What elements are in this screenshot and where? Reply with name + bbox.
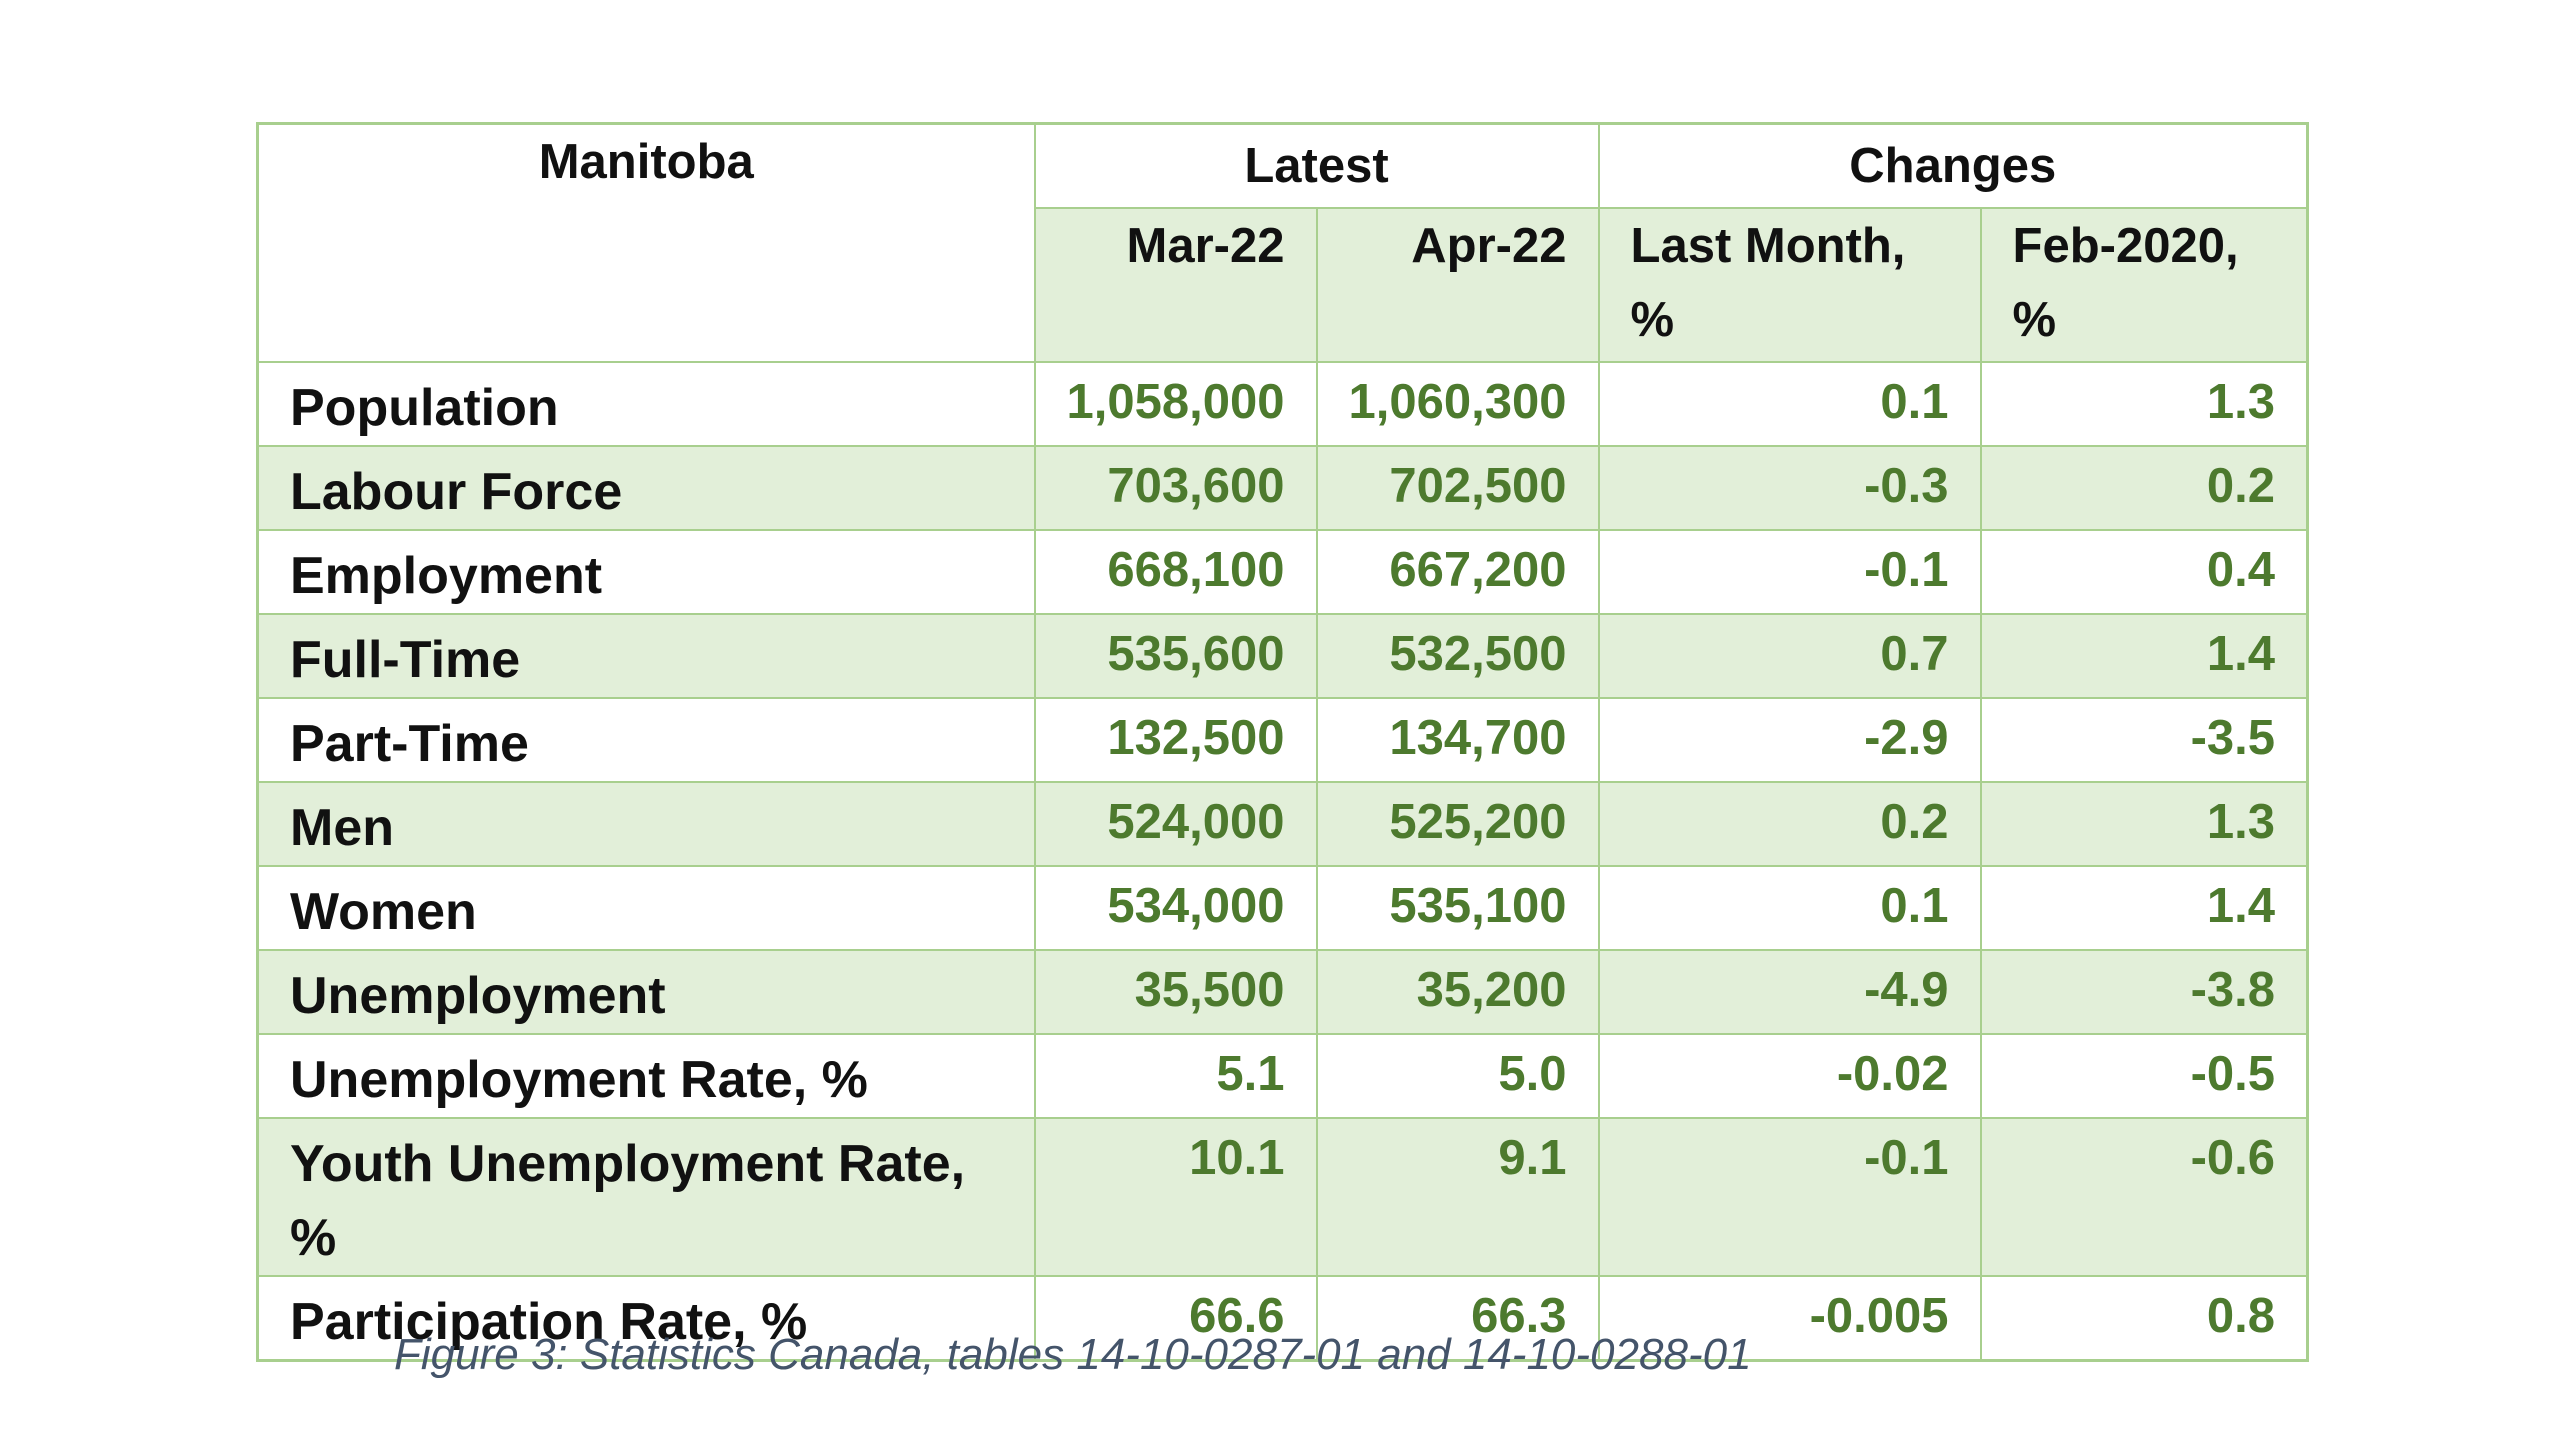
value-last-month: 0.2 (1597, 780, 1982, 867)
row-label: Men (256, 780, 1036, 867)
figure-caption: Figure 3: Statistics Canada, tables 14-1… (394, 1330, 1752, 1379)
value-feb2020: -0.5 (1979, 1032, 2309, 1119)
value-apr22: 9.1 (1315, 1116, 1600, 1277)
table-row: Women 534,000 535,100 0.1 1.4 (256, 864, 2309, 951)
value-mar22: 132,500 (1033, 696, 1318, 783)
value-apr22: 667,200 (1315, 528, 1600, 615)
table-row: Part-Time 132,500 134,700 -2.9 -3.5 (256, 696, 2309, 783)
value-feb2020: 1.3 (1979, 780, 2309, 867)
value-mar22: 1,058,000 (1033, 360, 1318, 447)
row-label: Participation Rate, % (256, 1274, 1036, 1361)
value-mar22: 535,600 (1033, 612, 1318, 699)
row-label: Unemployment (256, 948, 1036, 1035)
value-apr22: 535,100 (1315, 864, 1600, 951)
value-last-month: 0.7 (1597, 612, 1982, 699)
value-feb2020: -0.6 (1979, 1116, 2309, 1277)
column-header-last-month: Last Month, % (1597, 206, 1982, 363)
value-last-month: -0.02 (1597, 1032, 1982, 1119)
value-feb2020: 0.4 (1979, 528, 2309, 615)
value-apr22: 532,500 (1315, 612, 1600, 699)
value-mar22: 35,500 (1033, 948, 1318, 1035)
value-last-month: -0.1 (1597, 1116, 1982, 1277)
value-mar22: 534,000 (1033, 864, 1318, 951)
value-last-month: -4.9 (1597, 948, 1982, 1035)
value-last-month: 0.1 (1597, 360, 1982, 447)
row-label: Full-Time (256, 612, 1036, 699)
table-row: Population 1,058,000 1,060,300 0.1 1.3 (256, 360, 2309, 447)
table-row: Men 524,000 525,200 0.2 1.3 (256, 780, 2309, 867)
value-apr22: 525,200 (1315, 780, 1600, 867)
value-apr22: 5.0 (1315, 1032, 1600, 1119)
value-feb2020: 1.4 (1979, 612, 2309, 699)
value-last-month: -0.3 (1597, 444, 1982, 531)
column-header-apr22: Apr-22 (1315, 206, 1600, 363)
value-apr22: 134,700 (1315, 696, 1600, 783)
value-last-month: -0.005 (1597, 1274, 1982, 1361)
column-header-feb2020: Feb-2020, % (1979, 206, 2309, 363)
table-row: Unemployment 35,500 35,200 -4.9 -3.8 (256, 948, 2309, 1035)
corner-header: Manitoba (256, 122, 1036, 363)
value-feb2020: 1.3 (1979, 360, 2309, 447)
value-feb2020: 1.4 (1979, 864, 2309, 951)
row-label: Employment (256, 528, 1036, 615)
value-apr22: 35,200 (1315, 948, 1600, 1035)
row-label: Population (256, 360, 1036, 447)
table-row: Participation Rate, % 66.6 66.3 -0.005 0… (256, 1274, 2309, 1361)
row-label: Labour Force (256, 444, 1036, 531)
value-mar22: 66.6 (1033, 1274, 1318, 1361)
value-mar22: 10.1 (1033, 1116, 1318, 1277)
table-row: Full-Time 535,600 532,500 0.7 1.4 (256, 612, 2309, 699)
value-apr22: 702,500 (1315, 444, 1600, 531)
value-last-month: 0.1 (1597, 864, 1982, 951)
table-row: Labour Force 703,600 702,500 -0.3 0.2 (256, 444, 2309, 531)
value-last-month: -0.1 (1597, 528, 1982, 615)
column-header-row: Mar-22 Apr-22 Last Month, % Feb-2020, % (258, 206, 2309, 363)
value-feb2020: 0.2 (1979, 444, 2309, 531)
labour-force-table: Manitoba Latest Changes Mar-22 Apr-22 La… (256, 122, 2310, 1362)
table-row: Employment 668,100 667,200 -0.1 0.4 (256, 528, 2309, 615)
value-last-month: -2.9 (1597, 696, 1982, 783)
row-label: Youth Unemployment Rate, % (256, 1116, 1036, 1277)
table-row: Youth Unemployment Rate, % 10.1 9.1 -0.1… (256, 1116, 2309, 1277)
value-feb2020: -3.8 (1979, 948, 2309, 1035)
row-label: Women (256, 864, 1036, 951)
table-row: Unemployment Rate, % 5.1 5.0 -0.02 -0.5 (256, 1032, 2309, 1119)
column-header-mar22: Mar-22 (1033, 206, 1318, 363)
value-apr22: 1,060,300 (1315, 360, 1600, 447)
group-header-changes: Changes (1597, 122, 2309, 209)
row-label: Unemployment Rate, % (256, 1032, 1036, 1119)
value-mar22: 668,100 (1033, 528, 1318, 615)
value-mar22: 703,600 (1033, 444, 1318, 531)
value-feb2020: -3.5 (1979, 696, 2309, 783)
row-label: Part-Time (256, 696, 1036, 783)
group-header-row: Manitoba Latest Changes (256, 122, 2309, 363)
value-feb2020: 0.8 (1979, 1274, 2309, 1361)
value-mar22: 5.1 (1033, 1032, 1318, 1119)
value-apr22: 66.3 (1315, 1274, 1600, 1361)
value-mar22: 524,000 (1033, 780, 1318, 867)
group-header-latest: Latest (1033, 122, 1600, 209)
